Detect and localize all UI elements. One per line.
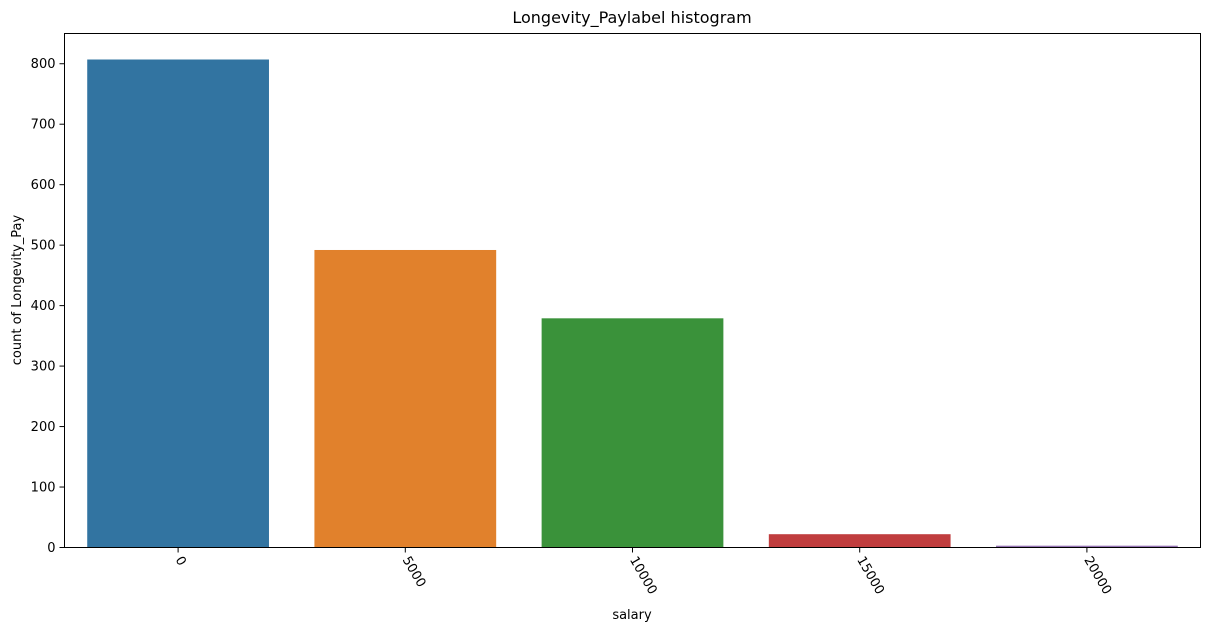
bar-0 bbox=[87, 59, 269, 548]
bar-10000 bbox=[541, 318, 724, 548]
y-tick-label: 800 bbox=[31, 57, 56, 72]
bar-5000 bbox=[314, 249, 497, 548]
y-tick-label: 400 bbox=[31, 299, 56, 314]
y-tick-label: 0 bbox=[47, 541, 55, 556]
bar-20000 bbox=[996, 545, 1178, 548]
plot-frame bbox=[64, 33, 1201, 548]
y-tick-label: 500 bbox=[31, 239, 56, 254]
bars-group bbox=[87, 59, 1178, 548]
chart-title: Longevity_Paylabel histogram bbox=[512, 8, 751, 28]
y-tick-label: 600 bbox=[31, 178, 56, 193]
y-axis-ticks: 0 100 200 300 400 500 600 700 800 bbox=[31, 57, 65, 556]
y-tick-label: 100 bbox=[31, 481, 56, 496]
x-axis-label: salary bbox=[612, 608, 652, 623]
y-tick-label: 200 bbox=[31, 420, 56, 435]
y-axis-label: count of Longevity_Pay bbox=[10, 214, 25, 365]
y-tick-label: 700 bbox=[31, 118, 56, 133]
bar-15000 bbox=[768, 534, 951, 548]
y-tick-label: 300 bbox=[31, 360, 56, 375]
